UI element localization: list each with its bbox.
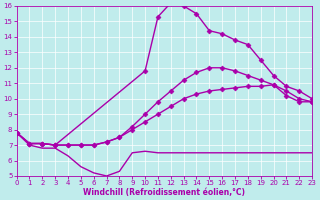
X-axis label: Windchill (Refroidissement éolien,°C): Windchill (Refroidissement éolien,°C) bbox=[84, 188, 245, 197]
